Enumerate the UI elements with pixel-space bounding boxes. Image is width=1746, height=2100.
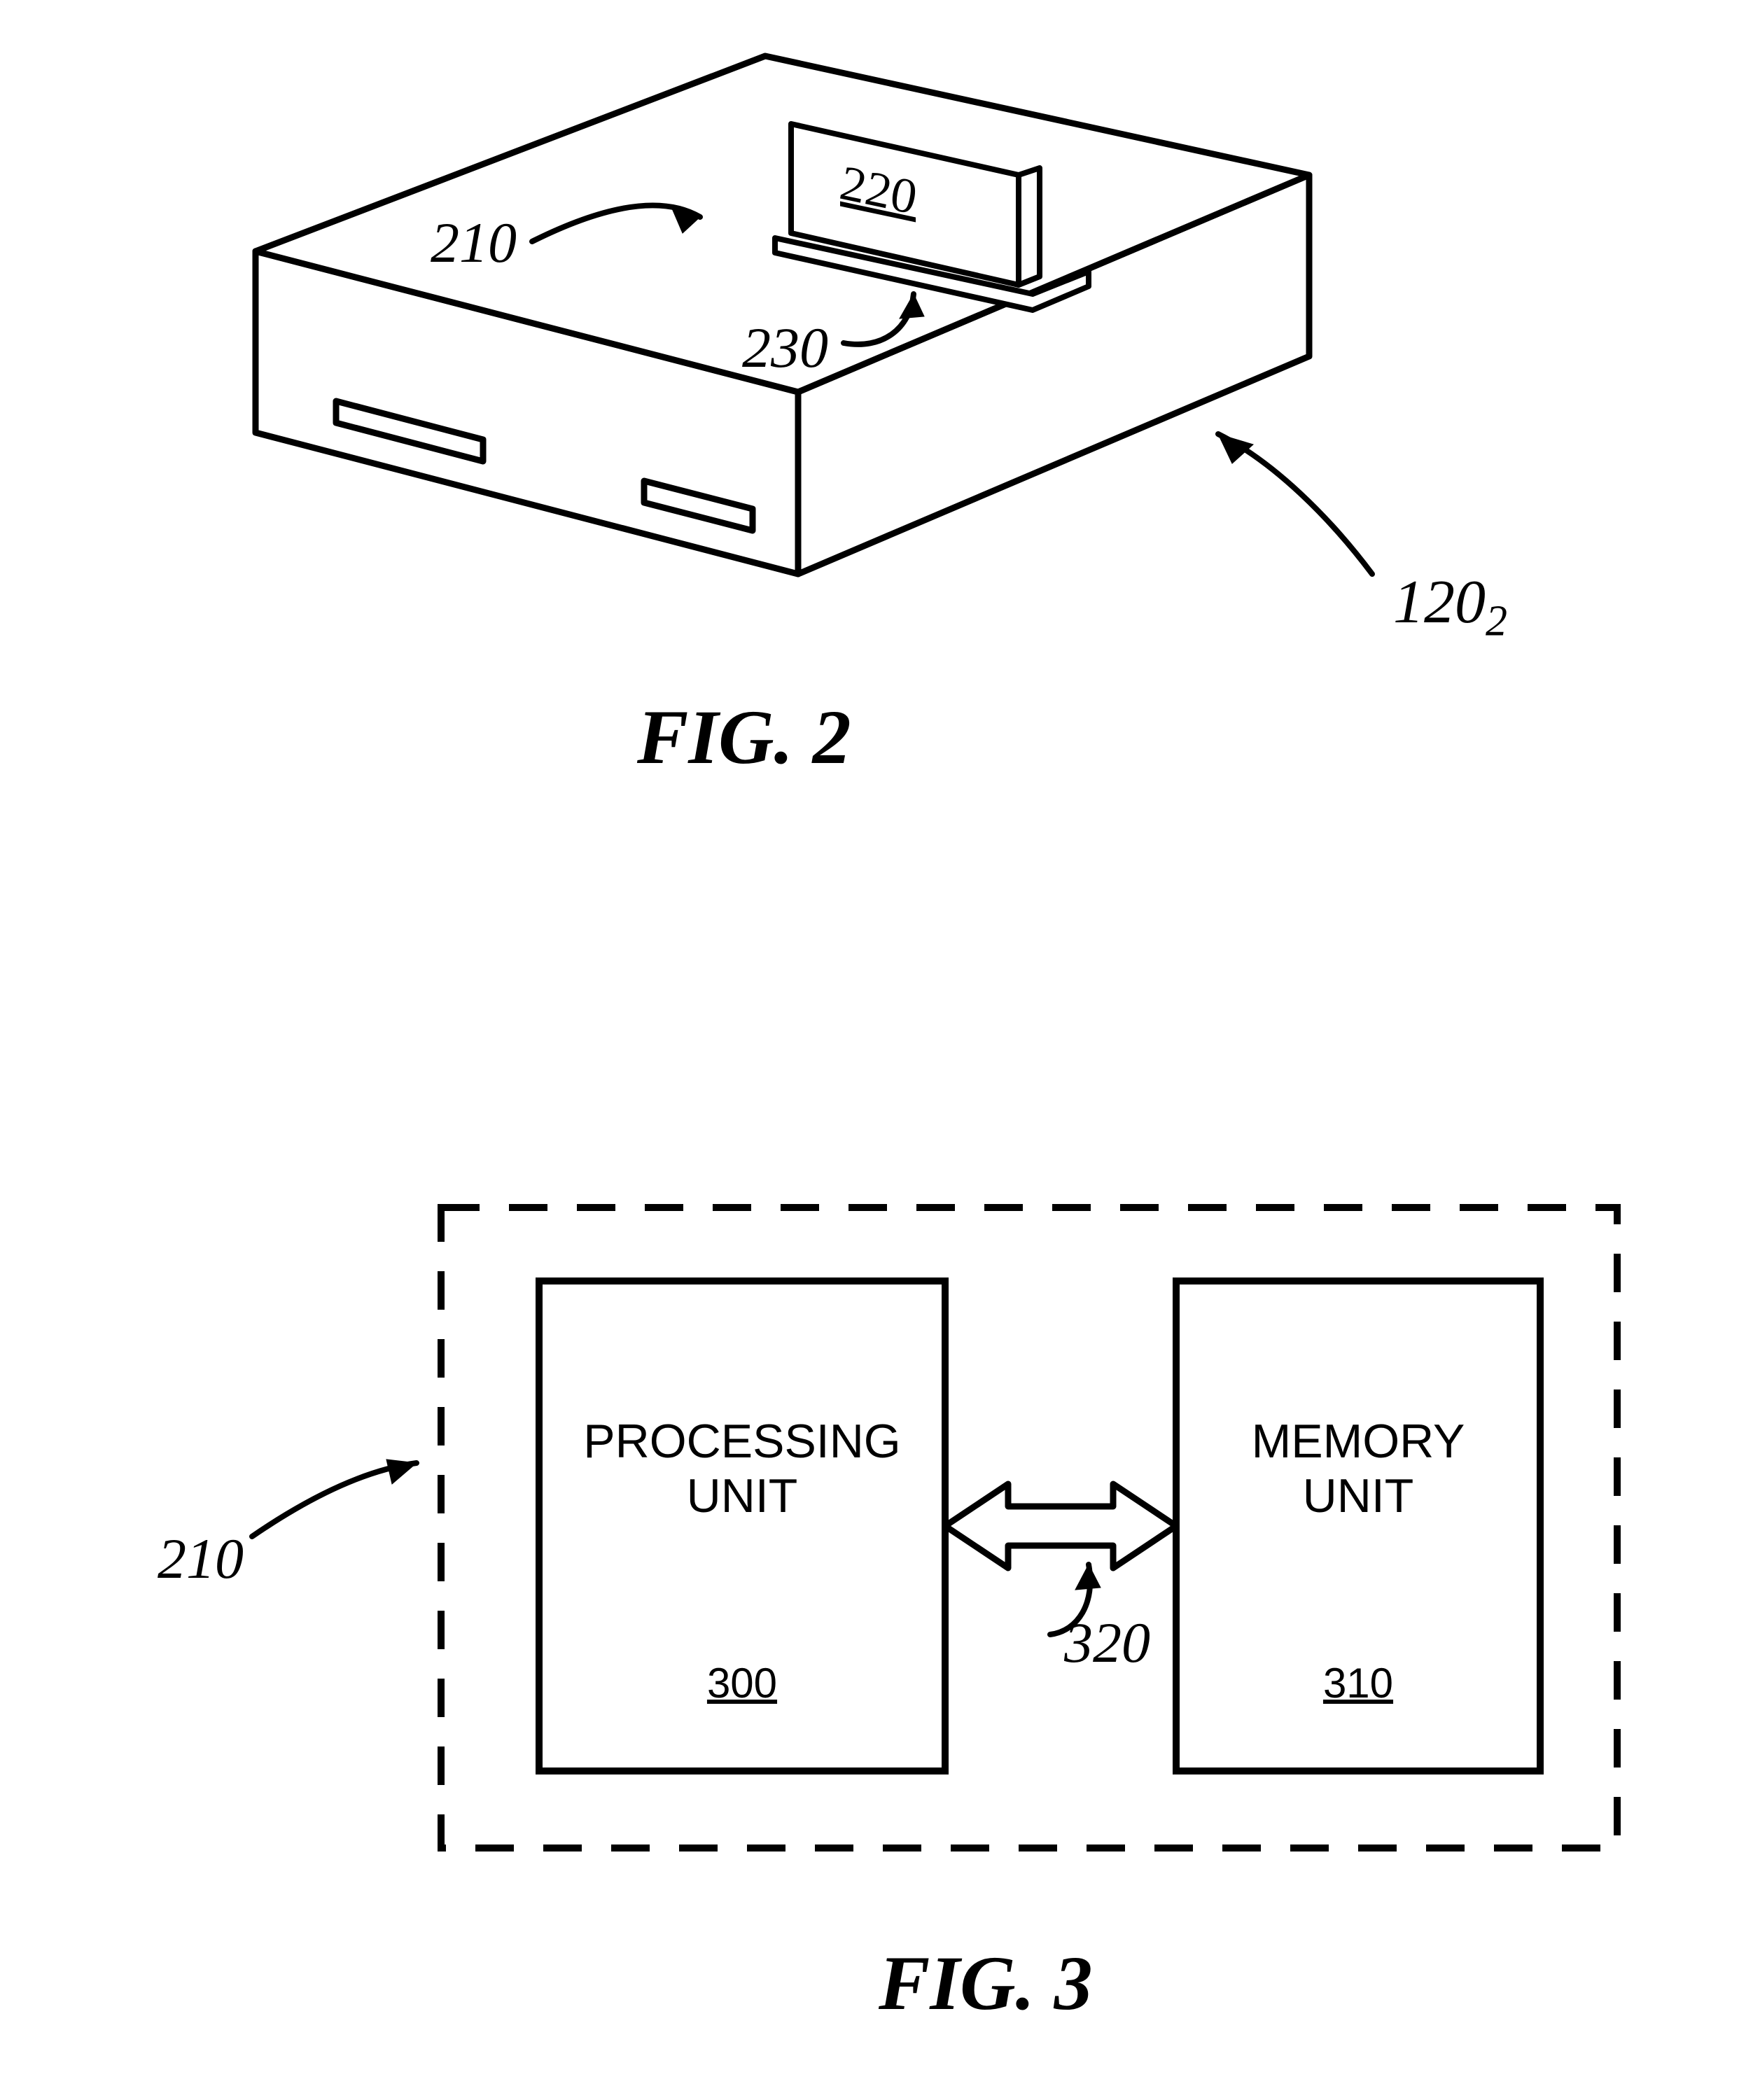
- label-120-2-sub: 2: [1486, 598, 1507, 645]
- processing-unit-title: PROCESSING UNIT: [539, 1414, 945, 1523]
- double-arrow: [945, 1484, 1176, 1568]
- fig2-caption: FIG. 2: [637, 693, 851, 782]
- memory-unit-title: MEMORY UNIT: [1176, 1414, 1540, 1523]
- memory-unit-ref: 310: [1176, 1659, 1540, 1707]
- arrowhead-120-2: [1218, 434, 1253, 463]
- processing-unit-ref: 300: [539, 1659, 945, 1707]
- arrowhead-320: [1075, 1564, 1101, 1590]
- label-210-fig3: 210: [158, 1526, 244, 1592]
- fig2-device-drawing: [0, 0, 1746, 770]
- arrowhead-210-fig3: [386, 1460, 417, 1484]
- label-120-2: 1202: [1393, 567, 1507, 647]
- fig3-caption: FIG. 3: [879, 1939, 1093, 2028]
- label-120-2-main: 120: [1393, 568, 1486, 636]
- fig3-drawing: [0, 1120, 1746, 2100]
- card-side: [1019, 168, 1040, 285]
- label-230: 230: [742, 315, 828, 381]
- label-320: 320: [1064, 1610, 1150, 1676]
- label-210-fig2: 210: [431, 210, 517, 276]
